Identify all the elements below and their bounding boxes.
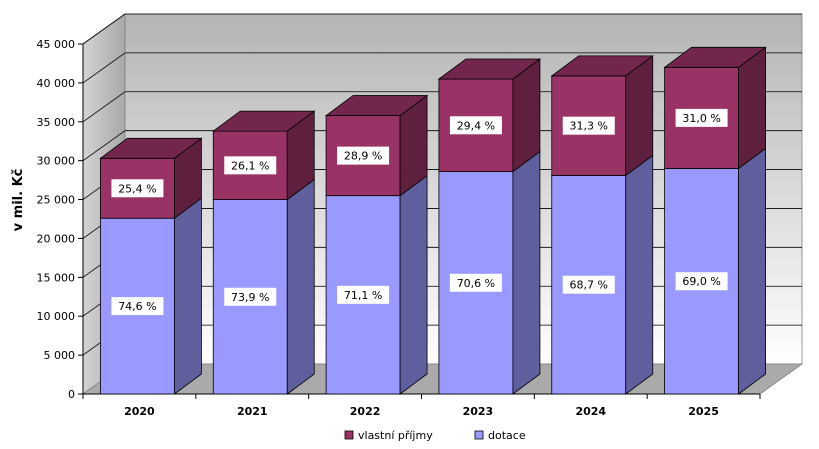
data-label-box [337, 146, 390, 165]
gridline-side [82, 52, 126, 84]
data-label: 70,6 % [457, 277, 495, 290]
bar-side-dotace-2024 [625, 154, 654, 395]
y-tick-label: 5 000 [44, 349, 76, 362]
legend-label: dotace [488, 429, 526, 442]
data-label-box [224, 156, 277, 175]
data-label-box [224, 287, 277, 306]
data-label: 71,1 % [344, 289, 382, 302]
x-tick-label: 2025 [688, 405, 719, 418]
bar-side-vlastní příjmy-2025 [738, 46, 766, 170]
y-axis-label: v mil. Kč [11, 169, 26, 232]
data-label-box [111, 297, 164, 316]
x-tick-label: 2023 [463, 405, 494, 418]
bar-stack-2021: 73,9 % 26,1 % [212, 110, 316, 395]
gridline-side [82, 91, 126, 123]
data-label-box [562, 116, 615, 135]
bar-stack-2020: 74,6 % 25,4 % [99, 137, 203, 395]
data-label-box [675, 108, 728, 127]
bars: 74,6 % 25,4 % 73,9 % 26,1 % 71,1 % 28,9 % 70,6… [99, 46, 767, 395]
bar-side-dotace-2022 [399, 174, 428, 395]
x-tick-label: 2022 [350, 405, 381, 418]
legend-item-vlastní příjmy: vlastní příjmy [344, 429, 433, 442]
data-label: 25,4 % [118, 182, 156, 195]
y-tick-label: 15 000 [37, 271, 76, 284]
legend-label: vlastní příjmy [358, 429, 433, 442]
data-label: 31,0 % [682, 112, 720, 125]
data-label-box [562, 275, 615, 294]
data-label-box [337, 285, 390, 304]
bar-top-2021 [212, 110, 316, 132]
y-tick-label: 40 000 [37, 77, 76, 90]
data-label-box [449, 116, 502, 135]
legend-swatch [474, 430, 484, 440]
x-tick-label: 2024 [575, 405, 606, 418]
data-label-box [111, 179, 164, 198]
y-tick-label: 30 000 [37, 155, 76, 168]
legend: vlastní příjmy dotace [344, 429, 526, 442]
bar-top-2025 [663, 46, 767, 68]
y-tick-label: 25 000 [37, 194, 76, 207]
bar-stack-2024: 68,7 % 31,3 % [550, 55, 654, 395]
data-label: 26,1 % [231, 159, 269, 172]
y-tick-label: 45 000 [37, 38, 76, 51]
data-label: 74,6 % [118, 300, 156, 313]
data-label: 69,0 % [682, 275, 720, 288]
bar-stack-2025: 69,0 % 31,0 % [663, 46, 767, 395]
bar-top-2020 [99, 137, 203, 159]
legend-item-dotace: dotace [474, 429, 526, 442]
x-tick-label: 2021 [237, 405, 268, 418]
legend-swatch [344, 430, 354, 440]
bar-stack-2023: 70,6 % 29,4 % [437, 58, 542, 395]
bar-side-dotace-2021 [286, 178, 315, 395]
x-tick-label: 2020 [124, 405, 155, 418]
gridline-side [82, 13, 126, 45]
bar-stack-2022: 71,1 % 28,9 % [324, 94, 429, 395]
data-label: 31,3 % [570, 120, 608, 133]
bar-side-dotace-2023 [512, 150, 541, 395]
y-tick-label: 0 [68, 388, 75, 401]
axes [78, 43, 761, 399]
data-label-box [449, 273, 502, 292]
bar-top-2022 [324, 95, 429, 116]
y-tick-label: 20 000 [37, 232, 76, 245]
data-label: 68,7 % [570, 279, 608, 292]
data-label-box [675, 272, 728, 291]
bar-top-2023 [437, 58, 542, 80]
y-tick-label: 10 000 [37, 310, 76, 323]
y-tick-label: 35 000 [37, 116, 76, 129]
data-label: 73,9 % [231, 291, 269, 304]
x-tick-labels: 2020 2021 2022 2023 2024 2025 [124, 405, 719, 418]
bar-top-2024 [550, 55, 654, 77]
data-label: 29,4 % [457, 119, 495, 132]
bar-side-dotace-2020 [174, 197, 202, 395]
y-tick-labels: 0 5 000 10 000 15 000 20 000 25 000 30 000 35 0… [37, 38, 76, 401]
bar-side-dotace-2025 [738, 147, 766, 395]
bar-side-vlastní příjmy-2024 [625, 55, 654, 177]
gridline-side [82, 130, 126, 161]
data-label: 28,9 % [344, 150, 382, 163]
